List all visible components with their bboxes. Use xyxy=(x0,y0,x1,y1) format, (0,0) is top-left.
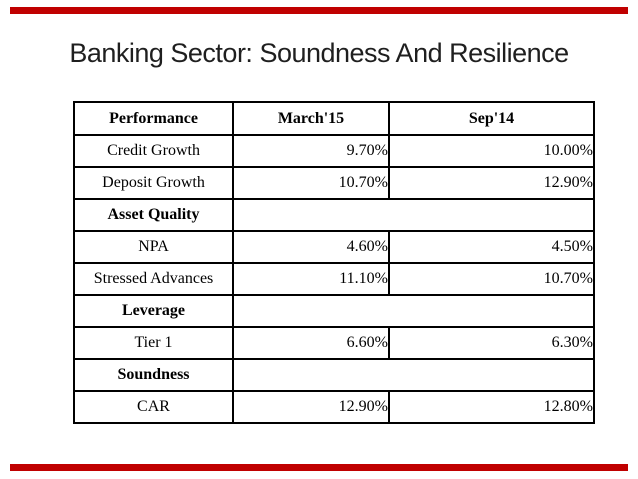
row-label: Tier 1 xyxy=(73,326,234,360)
table-row-section-soundness: Soundness xyxy=(73,358,595,392)
row-value-sep14: 12.80% xyxy=(388,390,595,424)
row-label: Deposit Growth xyxy=(73,166,234,200)
header-cell-sep14: Sep'14 xyxy=(388,101,595,136)
row-value-sep14: 12.90% xyxy=(388,166,595,200)
table-row-section-asset-quality: Asset Quality xyxy=(73,198,595,232)
section-label: Soundness xyxy=(73,358,234,392)
table-header-row: Performance March'15 Sep'14 xyxy=(73,101,595,136)
row-label: NPA xyxy=(73,230,234,264)
row-label: CAR xyxy=(73,390,234,424)
row-label: Credit Growth xyxy=(73,134,234,168)
row-value-sep14: 4.50% xyxy=(388,230,595,264)
table-row-car: CAR 12.90% 12.80% xyxy=(73,390,595,424)
header-cell-performance: Performance xyxy=(73,101,234,136)
row-value-march15: 4.60% xyxy=(232,230,390,264)
row-value-march15: 6.60% xyxy=(232,326,390,360)
row-value-march15: 12.90% xyxy=(232,390,390,424)
table-row-tier1: Tier 1 6.60% 6.30% xyxy=(73,326,595,360)
section-label: Asset Quality xyxy=(73,198,234,232)
header-cell-march15: March'15 xyxy=(232,101,390,136)
row-value-march15: 11.10% xyxy=(232,262,390,296)
section-empty-cell xyxy=(232,358,595,392)
table-row-credit-growth: Credit Growth 9.70% 10.00% xyxy=(73,134,595,168)
slide-title: Banking Sector: Soundness And Resilience xyxy=(69,38,569,68)
row-value-march15: 10.70% xyxy=(232,166,390,200)
table-row-deposit-growth: Deposit Growth 10.70% 12.90% xyxy=(73,166,595,200)
section-empty-cell xyxy=(232,198,595,232)
bottom-accent-bar xyxy=(10,464,628,471)
metrics-table: Performance March'15 Sep'14 Credit Growt… xyxy=(73,101,595,424)
table-row-section-leverage: Leverage xyxy=(73,294,595,328)
row-value-sep14: 10.00% xyxy=(388,134,595,168)
table-row-stressed-advances: Stressed Advances 11.10% 10.70% xyxy=(73,262,595,296)
row-value-sep14: 10.70% xyxy=(388,262,595,296)
section-label: Leverage xyxy=(73,294,234,328)
row-label: Stressed Advances xyxy=(73,262,234,296)
row-value-sep14: 6.30% xyxy=(388,326,595,360)
table-row-npa: NPA 4.60% 4.50% xyxy=(73,230,595,264)
top-accent-bar xyxy=(10,7,628,14)
row-value-march15: 9.70% xyxy=(232,134,390,168)
section-empty-cell xyxy=(232,294,595,328)
